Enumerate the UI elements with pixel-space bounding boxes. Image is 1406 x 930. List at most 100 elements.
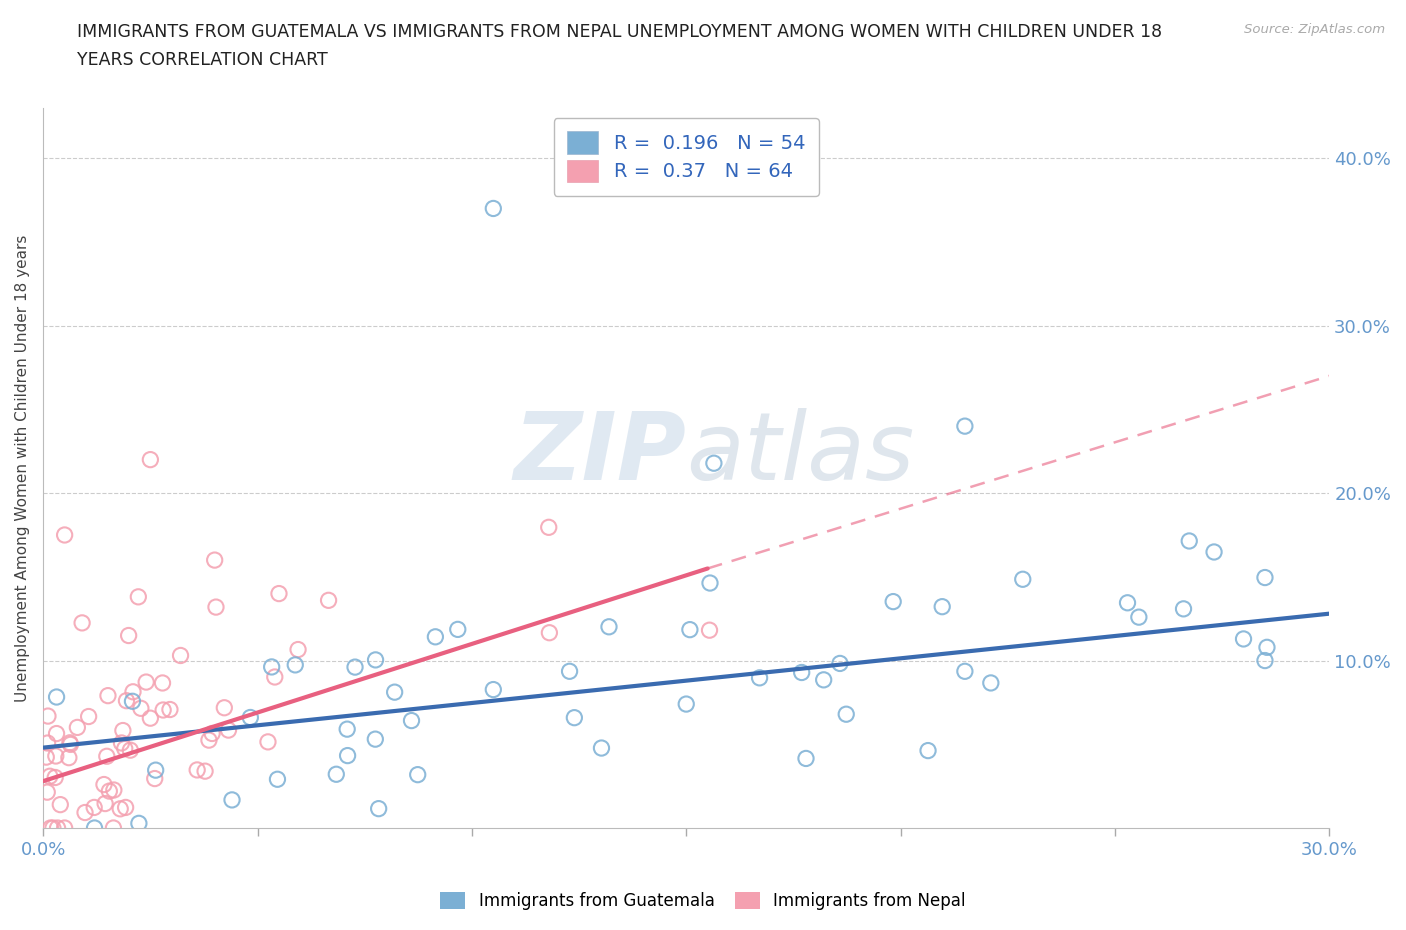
Point (53, 527, 76, 542)
Point (218, 723, 240, 737)
Point (186, 763, 208, 777)
Point (121, 694, 143, 709)
Point (115, 693, 138, 708)
Point (318, 593, 340, 608)
Point (1254, 653, 1277, 668)
Point (794, 751, 817, 766)
Point (882, 594, 904, 609)
Point (38, 769, 60, 784)
Point (266, 772, 288, 787)
Point (96, 749, 118, 764)
Y-axis label: Unemployment Among Women with Children Under 18 years: Unemployment Among Women with Children U… (15, 234, 30, 702)
Point (699, 576, 721, 591)
Point (1011, 572, 1033, 587)
Text: Source: ZipAtlas.com: Source: ZipAtlas.com (1244, 23, 1385, 36)
Point (44, 770, 66, 785)
Point (194, 764, 217, 778)
Point (790, 665, 813, 680)
Point (364, 732, 387, 747)
Point (675, 697, 697, 711)
Point (145, 763, 167, 777)
Point (263, 670, 285, 684)
Point (1128, 610, 1150, 625)
Point (537, 520, 560, 535)
Legend: Immigrants from Guatemala, Immigrants from Nepal: Immigrants from Guatemala, Immigrants fr… (434, 885, 972, 917)
Point (103, 782, 125, 797)
Point (94, 796, 117, 811)
Point (917, 743, 939, 758)
Point (1173, 602, 1195, 617)
Point (46, 820, 69, 835)
Point (37, 709, 59, 724)
Point (159, 702, 181, 717)
Point (37, 736, 59, 751)
Point (58, 751, 80, 765)
Text: YEARS CORRELATION CHART: YEARS CORRELATION CHART (77, 51, 328, 69)
Point (699, 623, 721, 638)
Legend: R =  0.196   N = 54, R =  0.37   N = 64: R = 0.196 N = 54, R = 0.37 N = 64 (554, 118, 818, 195)
Point (748, 671, 770, 685)
Point (1254, 570, 1277, 585)
Point (260, 659, 283, 674)
Point (39, 820, 62, 835)
Point (66, 720, 89, 735)
Point (143, 771, 166, 786)
Point (139, 711, 162, 725)
Point (564, 711, 586, 725)
Point (114, 741, 136, 756)
Point (35, 750, 58, 764)
Point (239, 711, 262, 725)
Point (198, 733, 221, 748)
Point (204, 552, 226, 567)
Point (336, 748, 359, 763)
Point (169, 648, 191, 663)
Point (59, 736, 82, 751)
Point (1178, 534, 1201, 549)
Point (703, 456, 725, 471)
Point (679, 622, 702, 637)
Point (205, 600, 228, 615)
Point (284, 658, 307, 672)
Point (953, 418, 976, 433)
Point (98, 784, 121, 799)
Point (42, 820, 65, 835)
Point (828, 656, 851, 671)
Point (110, 736, 132, 751)
Text: ZIP: ZIP (513, 407, 686, 499)
Point (813, 672, 835, 687)
Point (384, 684, 406, 699)
Point (257, 735, 280, 750)
Point (122, 684, 145, 699)
Point (287, 642, 309, 657)
Point (953, 664, 976, 679)
Point (447, 622, 470, 637)
Point (406, 767, 429, 782)
Point (139, 452, 162, 467)
Point (97, 688, 120, 703)
Point (1202, 545, 1225, 560)
Point (344, 659, 367, 674)
Point (591, 740, 613, 755)
Point (45, 689, 67, 704)
Point (53, 820, 76, 835)
Point (93, 777, 115, 792)
Point (201, 726, 224, 741)
Point (401, 713, 423, 728)
Point (110, 802, 132, 817)
Point (221, 792, 243, 807)
Point (558, 664, 581, 679)
Point (1116, 595, 1139, 610)
Point (103, 820, 125, 835)
Point (73, 805, 96, 820)
Point (152, 675, 174, 690)
Point (336, 722, 359, 737)
Point (114, 800, 136, 815)
Point (70, 616, 93, 631)
Point (214, 700, 236, 715)
Point (598, 619, 620, 634)
Point (120, 743, 142, 758)
Point (1256, 640, 1278, 655)
Point (482, 201, 505, 216)
Point (128, 816, 150, 830)
Point (49, 797, 72, 812)
